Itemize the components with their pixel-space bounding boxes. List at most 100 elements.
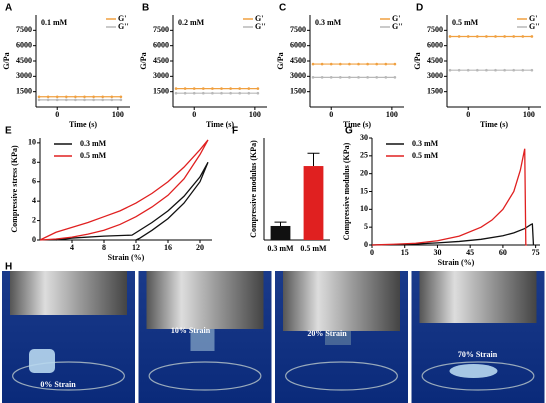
point (183, 91, 187, 95)
point (357, 76, 360, 79)
y-tick-label: 3000 (427, 71, 443, 80)
legend-label: 0.5 mM (80, 151, 107, 160)
y-axis-label: G/Pa (413, 52, 422, 69)
photo: 10% Strain (138, 271, 272, 403)
point (220, 87, 223, 90)
x-axis-label: Time (s) (206, 120, 234, 129)
point (83, 95, 86, 99)
point (485, 35, 488, 38)
legend-label: G' (255, 14, 263, 23)
point (101, 98, 105, 102)
x-tick-label: 20 (196, 243, 204, 252)
point (503, 35, 506, 38)
legend-label: 0.3 mM (412, 139, 439, 148)
bar (270, 225, 291, 240)
legend-label: G'' (529, 22, 540, 31)
photo-caption: 70% Strain (458, 350, 498, 359)
point (366, 62, 369, 66)
panel-label: F (232, 126, 238, 137)
y-tick-label: 2 (32, 215, 36, 224)
y-tick-label: 3000 (290, 71, 306, 80)
petri-dish (12, 361, 125, 391)
photo: 0% Strain (2, 271, 135, 403)
y-tick-label: 10 (28, 138, 36, 147)
point (220, 91, 223, 95)
x-tick-label: 0 (55, 110, 59, 119)
point (192, 87, 196, 90)
photo-caption: 0% Strain (40, 380, 76, 389)
error-bar (274, 221, 287, 226)
y-tick-label: 10 (360, 204, 368, 213)
point (457, 35, 461, 38)
x-tick-label: 0 (329, 110, 333, 119)
point (393, 76, 397, 79)
y-axis-label: G/Pa (139, 52, 148, 69)
point (46, 95, 50, 99)
x-tick-label: 100 (386, 110, 398, 119)
y-tick-label: 6000 (290, 40, 306, 49)
point (512, 35, 516, 38)
petri-dish (285, 361, 398, 391)
point (92, 95, 95, 99)
y-axis-label: G/Pa (2, 52, 11, 69)
point (229, 87, 232, 90)
point (530, 35, 534, 38)
photo-caption: 20% Strain (307, 329, 347, 338)
y-axis-label: G/Pa (276, 52, 285, 69)
point (329, 76, 333, 79)
x-tick-label: 60 (499, 248, 507, 257)
point (238, 91, 242, 95)
point (55, 95, 59, 99)
hydrogel (29, 349, 55, 373)
legend-label: G'' (392, 22, 403, 31)
point (174, 91, 178, 95)
point (530, 68, 534, 72)
point (448, 35, 452, 38)
y-tick-label: 1500 (16, 86, 32, 95)
y-tick-label: 4 (32, 196, 36, 205)
point (494, 35, 497, 38)
petri-dish (421, 361, 535, 391)
y-tick-label: 3000 (153, 71, 169, 80)
legend-label: G' (529, 14, 537, 23)
chart-title: 0.1 mM (41, 18, 68, 27)
point (366, 76, 369, 79)
y-tick-label: 6000 (427, 40, 443, 49)
point (110, 98, 114, 102)
point (202, 87, 205, 90)
y-tick-label: 4500 (290, 56, 306, 65)
point (348, 76, 351, 79)
point (320, 62, 324, 66)
y-tick-label: 7500 (16, 25, 32, 34)
point (55, 98, 59, 102)
point (229, 91, 232, 95)
panel-label: H (5, 262, 12, 273)
x-tick-label: 0.5 mM (300, 244, 327, 253)
point (503, 68, 506, 72)
point (476, 68, 479, 72)
x-tick-label: 75 (532, 248, 540, 257)
x-tick-label: 4 (70, 243, 74, 252)
point (65, 95, 68, 99)
x-tick-label: 12 (132, 243, 140, 252)
point (202, 91, 205, 95)
point (101, 95, 105, 99)
point (375, 76, 379, 79)
y-tick-label: 15 (360, 186, 368, 195)
x-axis-label: Time (s) (480, 120, 508, 129)
x-axis-label: Strain (%) (438, 258, 475, 267)
legend-label: G'' (118, 22, 129, 31)
chart-title: 0.5 mM (452, 18, 479, 27)
point (466, 35, 470, 38)
point (46, 98, 50, 102)
y-axis-label: Compressive modulus (KPa) (249, 140, 258, 238)
x-tick-label: 0 (466, 110, 470, 119)
x-tick-label: 45 (466, 248, 474, 257)
point (183, 87, 187, 90)
point (74, 95, 77, 99)
y-tick-label: 6 (32, 177, 36, 186)
photo-caption: 10% Strain (171, 326, 211, 335)
y-tick-label: 4500 (16, 56, 32, 65)
